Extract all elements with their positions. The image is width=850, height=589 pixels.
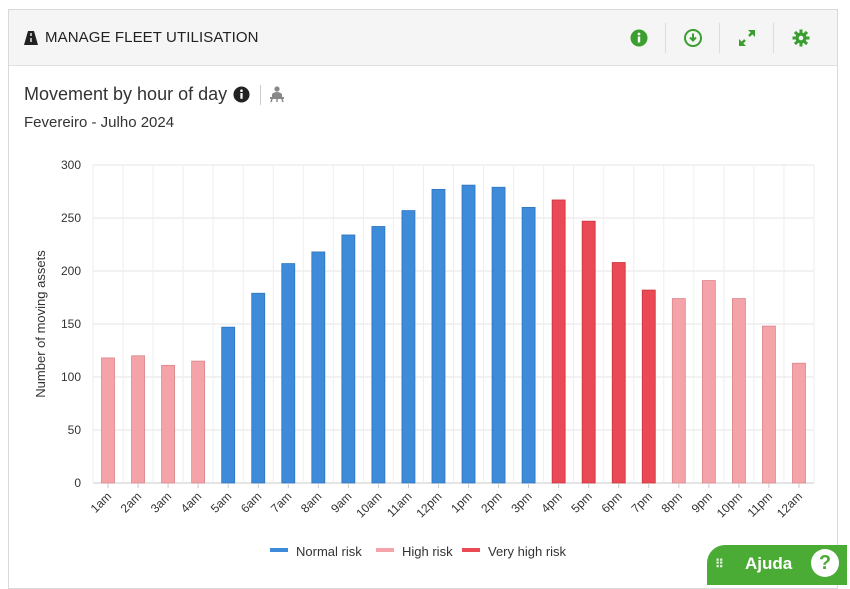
x-tick-label: 10am: [353, 489, 384, 520]
help-button[interactable]: ⠿ Ajuda ?: [707, 545, 847, 585]
bar: [731, 298, 746, 484]
bar: [251, 292, 266, 484]
bar: [551, 199, 566, 484]
x-tick-label: 2am: [118, 489, 144, 515]
bar: [191, 360, 206, 484]
x-tick-label: 8pm: [659, 489, 685, 515]
chart-subtitle: Fevereiro - Julho 2024: [24, 114, 175, 131]
panel-header: MANAGE FLEET UTILISATION: [9, 10, 837, 66]
bar: [311, 251, 326, 484]
settings-button[interactable]: [773, 22, 827, 53]
bar: [671, 298, 686, 484]
x-tick-label: 4pm: [538, 489, 564, 515]
bar: [131, 355, 145, 484]
bar: [161, 364, 176, 484]
legend-label: Normal risk: [296, 544, 362, 559]
x-tick-label: 8am: [298, 489, 324, 515]
bar: [221, 326, 236, 484]
x-tick-label: 3am: [148, 489, 174, 515]
expand-button[interactable]: [719, 22, 773, 53]
bar: [101, 357, 115, 484]
fleet-utilisation-panel: MANAGE FLEET UTILISATION: [8, 9, 838, 589]
x-tick-label: 6pm: [598, 489, 624, 515]
bar: [281, 263, 296, 484]
gear-icon: [792, 29, 809, 46]
x-tick-label: 2pm: [478, 489, 504, 515]
x-tick-label: 6am: [238, 489, 264, 515]
movement-bar-chart: 0 50 100 150 200 250 300 Number of moving asset…: [33, 158, 815, 559]
bar: [641, 289, 656, 484]
bar: [491, 186, 506, 484]
x-tick-label: 5am: [208, 489, 234, 515]
bar: [461, 184, 476, 484]
y-tick-label: 150: [61, 317, 81, 331]
x-tick-label: 11am: [384, 489, 415, 520]
x-tick-label: 12pm: [413, 489, 444, 520]
bar: [431, 188, 446, 484]
download-button[interactable]: [665, 22, 719, 53]
x-tick-label: 11pm: [745, 489, 776, 520]
y-tick-label: 50: [68, 423, 82, 437]
x-tick-label: 9pm: [689, 489, 715, 515]
legend-swatch: [270, 548, 288, 552]
legend-swatch: [462, 548, 480, 552]
x-tick-label: 10pm: [714, 489, 745, 520]
bar: [581, 220, 596, 484]
header-actions: [612, 10, 827, 65]
panel-title-text: MANAGE FLEET UTILISATION: [45, 29, 259, 46]
bar: [701, 280, 716, 484]
bar: [792, 362, 806, 484]
y-tick-label: 0: [74, 476, 81, 490]
help-question-icon: ?: [811, 549, 839, 577]
info-icon[interactable]: [233, 86, 250, 103]
expand-icon: [738, 29, 755, 46]
y-tick-label: 100: [61, 370, 81, 384]
asset-type-icon[interactable]: [269, 86, 285, 103]
panel-title: MANAGE FLEET UTILISATION: [23, 10, 259, 65]
help-button-label: Ajuda: [745, 554, 793, 573]
road-icon: [24, 30, 38, 45]
x-tick-label: 1am: [88, 489, 114, 515]
x-tick-label: 7pm: [628, 489, 654, 515]
bar: [341, 234, 356, 484]
chart-title-text: Movement by hour of day: [24, 84, 228, 104]
chart-title: Movement by hour of day: [24, 84, 285, 105]
bar: [521, 206, 536, 484]
info-button[interactable]: [612, 23, 665, 53]
x-tick-label: 3pm: [508, 489, 534, 515]
drag-handle-icon[interactable]: ⠿: [715, 557, 724, 571]
download-icon: [683, 28, 702, 47]
bar: [401, 210, 416, 484]
x-tick-label: 1pm: [448, 489, 474, 515]
bar: [371, 226, 386, 484]
legend-swatch: [376, 548, 394, 552]
x-tick-label: 9am: [328, 489, 354, 515]
legend-label: High risk: [402, 544, 453, 559]
y-tick-label: 250: [61, 211, 81, 225]
y-tick-label: 300: [61, 158, 81, 172]
bar: [762, 325, 776, 484]
legend-label: Very high risk: [488, 544, 567, 559]
info-icon: [630, 29, 647, 46]
x-tick-label: 4am: [178, 489, 204, 515]
bar: [611, 262, 626, 484]
x-tick-label: 12am: [774, 489, 805, 520]
y-axis-label: Number of moving assets: [33, 250, 48, 398]
x-tick-label: 5pm: [568, 489, 594, 515]
title-divider: [260, 84, 262, 105]
y-tick-label: 200: [61, 264, 81, 278]
x-tick-label: 7am: [268, 489, 294, 515]
